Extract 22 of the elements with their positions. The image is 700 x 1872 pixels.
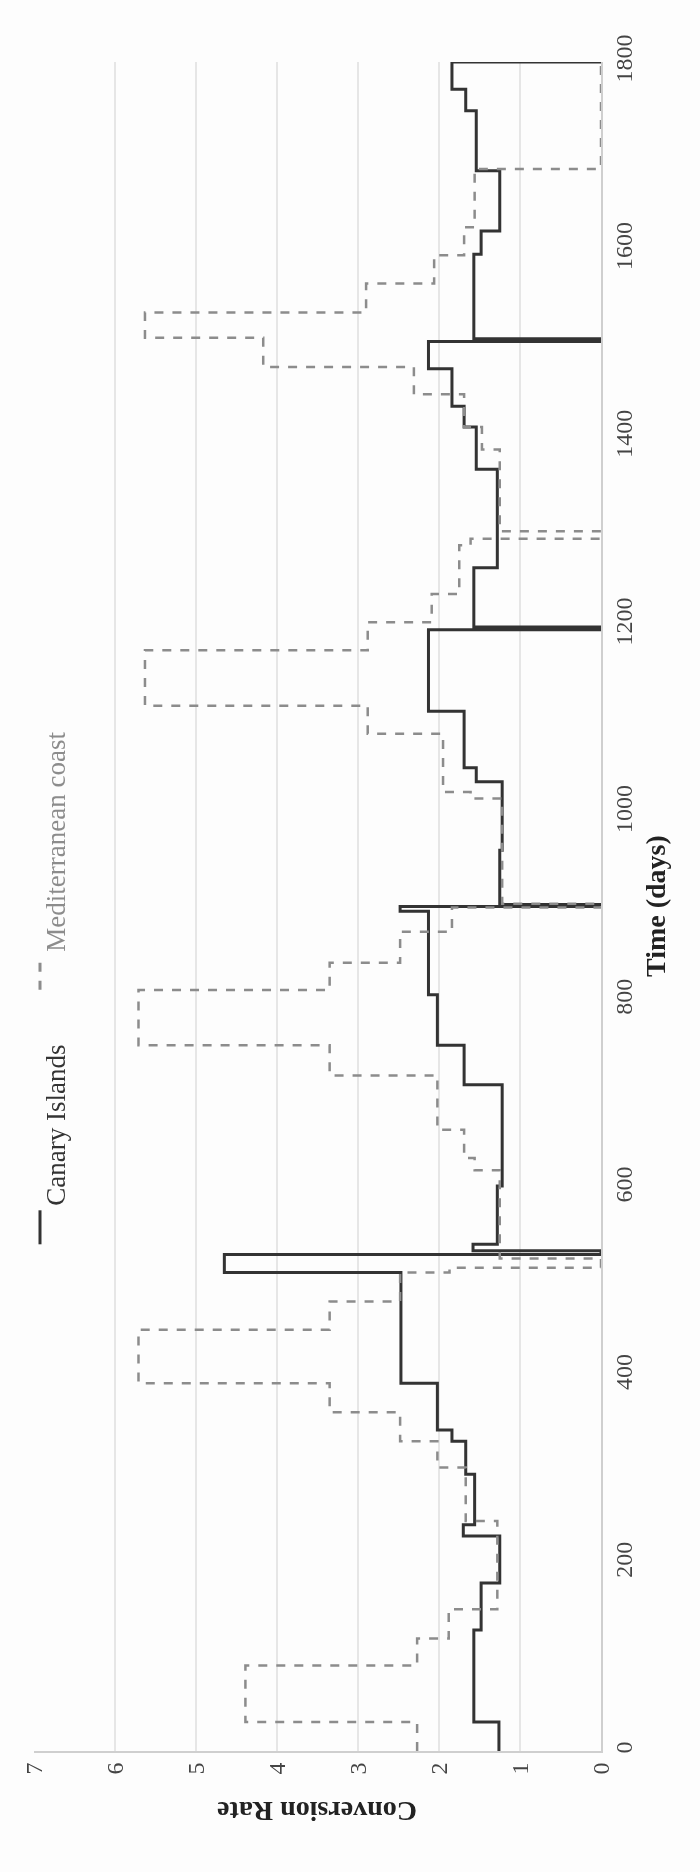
text: Mediterranean coast [41, 731, 72, 952]
y-tick-label: 600 [610, 1166, 637, 1203]
y-tick-label: 1800 [610, 34, 637, 83]
y-axis-title: Time (days) [640, 835, 671, 977]
y-tick-label: 800 [610, 978, 637, 1015]
x-tick-label: 6 [101, 1762, 128, 1775]
y-tick-label: 200 [610, 1541, 637, 1578]
y-tick-label: 1000 [610, 785, 637, 834]
x-tick-label: 0 [587, 1762, 614, 1775]
x-axis-title: Conversion Rate [217, 1796, 417, 1827]
text: Canary Islands [41, 1044, 72, 1206]
y-tick-label: 1200 [610, 597, 637, 646]
x-tick-label: 7 [20, 1762, 47, 1775]
x-tick-label: 1 [506, 1762, 533, 1775]
x-tick-label: 4 [263, 1762, 290, 1775]
x-tick-label: 3 [344, 1762, 371, 1775]
y-tick-label: 0 [610, 1741, 637, 1754]
x-tick-label: 5 [182, 1762, 209, 1775]
x-tick-label: 2 [425, 1762, 452, 1775]
y-tick-label: 1400 [610, 409, 637, 458]
y-tick-label: 1600 [610, 222, 637, 271]
y-tick-label: 400 [610, 1354, 637, 1391]
